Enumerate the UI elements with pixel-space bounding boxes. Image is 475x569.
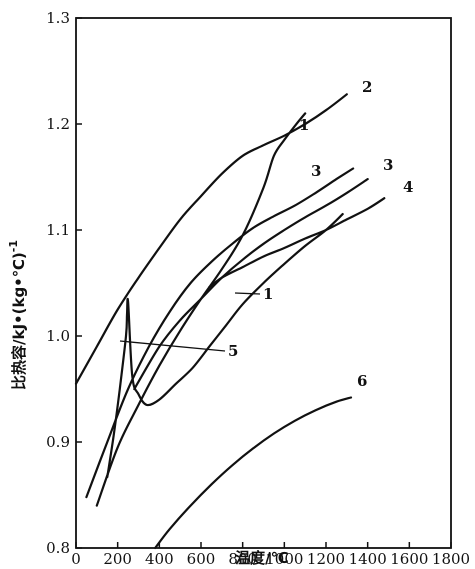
y-tick-label: 1.0: [46, 327, 70, 345]
series-line-7: [154, 396, 353, 550]
x-tick-label: 600: [187, 550, 216, 568]
y-axis-title-main: 比热容/kJ•(kg•℃): [10, 252, 28, 390]
curve-label-3: 3: [383, 156, 393, 174]
plot-frame: [75, 17, 452, 549]
x-tick-label: 400: [145, 550, 174, 568]
annotation-leader-line: [119, 340, 226, 352]
x-tick-label: 1200: [307, 550, 345, 568]
curve-label-1: 1: [299, 116, 309, 134]
x-tick-label: 1400: [349, 550, 387, 568]
y-tick-label: 1.3: [46, 9, 70, 27]
curve-label-1: 1: [263, 285, 273, 303]
series-line-1: [95, 112, 307, 507]
y-tick-label: 1.1: [46, 221, 70, 239]
y-tick-label: 1.2: [46, 115, 70, 133]
axis-ticks: 0 200 400 600 800 1000 1200 1400 1600 1800 0.8 0.9 1…: [46, 9, 470, 568]
y-axis-title: 比热容/kJ•(kg•℃)-1: [7, 240, 28, 390]
series-line-3: [85, 167, 355, 499]
x-tick-label: 0: [71, 550, 81, 568]
curve-label-4: 4: [403, 178, 413, 196]
series-line-6: [106, 213, 344, 479]
curve-label-6: 6: [357, 372, 367, 390]
x-tick-label: 1000: [265, 550, 303, 568]
x-tick-label: 1800: [432, 550, 470, 568]
curve-label-2: 2: [362, 78, 372, 96]
curves: [74, 93, 386, 550]
y-tick-label: 0.8: [46, 539, 70, 557]
y-axis-title-exponent: -1: [7, 240, 20, 252]
x-tick-label: 1600: [390, 550, 428, 568]
series-line-2: [74, 93, 348, 385]
x-tick-label: 200: [103, 550, 132, 568]
y-tick-label: 0.9: [46, 433, 70, 451]
curve-label-3: 3: [311, 162, 321, 180]
annotation-leader-line: [234, 292, 261, 295]
curve-label-5: 5: [228, 342, 238, 360]
series-line-4: [133, 178, 369, 391]
x-tick-label: 800: [228, 550, 257, 568]
x-axis-title: 温度/℃: [235, 549, 289, 567]
series-line-5: [208, 197, 386, 289]
